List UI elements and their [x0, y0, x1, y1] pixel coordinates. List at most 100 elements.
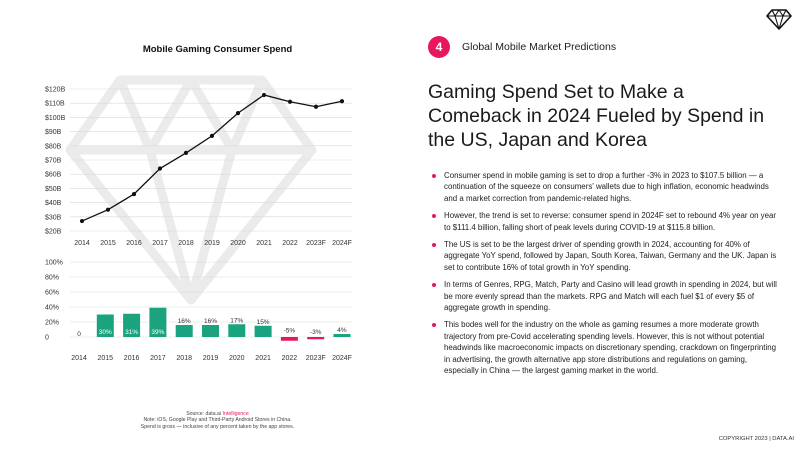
growth-data-label: -3% [310, 329, 322, 336]
growth-data-label: 31% [125, 329, 138, 336]
bullet-text: However, the trend is set to reverse: co… [444, 211, 777, 232]
growth-bar [333, 334, 351, 337]
growth-x-tick-label: 2014 [71, 355, 87, 362]
bullet-item: Consumer spend in mobile gaming is set t… [432, 170, 782, 204]
section-number-badge: 4 [428, 36, 450, 58]
spend-data-point [339, 99, 345, 104]
growth-y-tick-label: 0 [45, 335, 49, 342]
growth-data-label: 17% [230, 317, 243, 324]
growth-x-tick-label: 2017 [150, 355, 166, 362]
source-note-line-2: Spend is gross — inclusive of any percen… [140, 423, 295, 430]
source-note-line-1: Note: iOS, Google Play and Third-Party A… [143, 417, 292, 424]
bullet-item: However, the trend is set to reverse: co… [432, 210, 782, 233]
growth-data-label: 0 [77, 331, 81, 338]
section-title: Global Mobile Market Predictions [462, 41, 617, 53]
growth-data-label: -5% [284, 327, 296, 334]
y-tick-label: $90B [45, 129, 62, 136]
source-note: Source: data.ai Intelligence Note: iOS, … [120, 411, 315, 430]
bullet-dot-icon [432, 214, 436, 219]
bullet-item: In terms of Genres, RPG, Match, Party an… [432, 279, 782, 313]
growth-bar [202, 325, 219, 337]
y-tick-label: $120B [45, 87, 66, 94]
y-tick-label: $20B [45, 229, 62, 236]
growth-data-label: 4% [337, 327, 347, 334]
growth-y-tick-label: 80% [45, 275, 59, 282]
data-ai-logo-icon [766, 9, 792, 30]
spend-data-point [313, 104, 319, 109]
growth-bar [307, 337, 325, 340]
bullet-item: The US is set to be the largest driver o… [432, 239, 782, 273]
spend-data-point [157, 166, 163, 171]
x-tick-label: 2017 [152, 240, 168, 247]
growth-data-label: 16% [178, 318, 191, 325]
growth-data-label: 30% [99, 329, 112, 336]
growth-bar [149, 307, 167, 337]
source-highlight: Intelligence [222, 411, 249, 417]
growth-y-tick-label: 100% [45, 260, 63, 267]
growth-x-tick-label: 2015 [98, 355, 114, 362]
spend-data-point [261, 92, 267, 98]
spend-data-point [105, 207, 111, 212]
growth-y-tick-label: 20% [45, 320, 59, 327]
bullet-dot-icon [432, 243, 436, 248]
x-tick-label: 2016 [126, 240, 142, 247]
headline: Gaming Spend Set to Make a Comeback in 2… [428, 81, 765, 151]
bullet-item: This bodes well for the industry on the … [432, 319, 782, 376]
source-prefix: Source: data.ai [186, 411, 222, 417]
growth-data-label: 39% [151, 329, 164, 336]
spend-data-point [235, 111, 241, 116]
bullet-dot-icon [432, 174, 436, 178]
growth-x-tick-label: 2023F [306, 355, 326, 362]
growth-bar [96, 314, 114, 337]
y-tick-label: $30B [45, 214, 62, 221]
y-tick-label: $60B [45, 172, 62, 179]
y-tick-label: $110B [45, 101, 65, 108]
x-tick-label: 2021 [256, 240, 272, 247]
chart-title: Mobile Gaming Consumer Spend [142, 44, 293, 55]
x-tick-label: 2022 [282, 240, 298, 247]
growth-bar [123, 313, 141, 337]
x-tick-label: 2018 [178, 240, 194, 247]
x-tick-label: 2024F [332, 240, 352, 247]
x-tick-label: 2023F [306, 240, 326, 247]
spend-data-point [131, 191, 137, 197]
y-tick-label: $40B [45, 200, 62, 207]
spend-and-growth-chart: $20B $30B $40B $50B $60B $70B $80B $90B $100B $11… [45, 75, 352, 362]
growth-data-label: 15% [257, 319, 270, 326]
growth-x-tick-label: 2021 [255, 355, 271, 362]
growth-y-tick-label: 60% [45, 290, 59, 297]
growth-bar [175, 325, 193, 337]
diamond-watermark-icon [65, 75, 317, 305]
growth-y-tick-label: 40% [45, 305, 59, 312]
growth-x-tick-label: 2018 [176, 355, 192, 362]
growth-data-label: 16% [204, 318, 217, 325]
x-tick-label: 2020 [230, 240, 246, 247]
y-tick-label: $80B [45, 143, 62, 150]
spend-data-point [183, 150, 189, 155]
bullet-text: In terms of Genres, RPG, Match, Party an… [444, 280, 777, 313]
growth-x-tick-label: 2024F [332, 355, 352, 362]
growth-x-tick-label: 2019 [203, 355, 219, 362]
bullet-text: This bodes well for the industry on the … [444, 320, 777, 376]
copyright: COPYRIGHT 2023 | DATA.AI [718, 436, 794, 442]
bullet-list: Consumer spend in mobile gaming is set t… [432, 170, 782, 383]
y-tick-label: $70B [45, 158, 62, 165]
bullet-dot-icon [432, 283, 436, 288]
x-tick-label: 2015 [100, 240, 116, 247]
y-tick-label: $100B [45, 115, 66, 122]
spend-data-point [79, 218, 85, 224]
x-tick-label: 2014 [74, 240, 90, 247]
growth-x-tick-label: 2020 [229, 355, 245, 362]
spend-data-point [287, 99, 293, 104]
bullet-text: The US is set to be the largest driver o… [444, 240, 777, 272]
growth-x-tick-label: 2016 [124, 355, 140, 362]
growth-bar [254, 325, 272, 337]
growth-x-tick-label: 2022 [282, 355, 298, 362]
spend-data-point [209, 133, 215, 138]
y-tick-label: $50B [45, 186, 62, 193]
bullet-dot-icon [432, 323, 436, 328]
growth-bar [280, 337, 298, 341]
bullet-text: Consumer spend in mobile gaming is set t… [444, 171, 769, 203]
growth-bar [228, 324, 246, 337]
x-tick-label: 2019 [204, 240, 220, 247]
